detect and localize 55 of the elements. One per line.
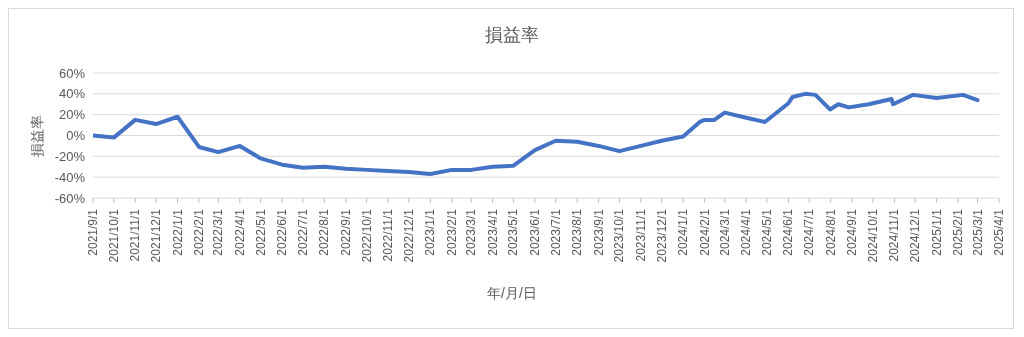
x-tick-label: 2024/12/1 [908, 208, 923, 263]
x-tick-label: 2023/2/1 [444, 208, 459, 256]
y-axis-title: 損益率 [28, 114, 45, 157]
y-tick-label: 0% [66, 128, 86, 144]
x-tick-label: 2025/4/1 [992, 208, 1006, 256]
y-tick-label: 40% [58, 86, 86, 102]
x-tick-label: 2024/1/1 [676, 208, 691, 256]
line-series [93, 91, 980, 177]
x-tick-label: 2023/8/1 [570, 208, 585, 256]
x-tick-label: 2024/4/1 [739, 208, 754, 256]
x-tick-label: 2022/11/1 [381, 208, 396, 262]
y-tick-label: 60% [58, 65, 86, 81]
x-tick-label: 2023/3/1 [464, 208, 479, 256]
x-tick-label: 2024/11/1 [887, 208, 902, 262]
x-tick-label: 2023/11/1 [633, 208, 648, 262]
x-tick-label: 2022/4/1 [232, 208, 247, 256]
x-tick-label: 2022/6/1 [275, 208, 290, 256]
x-tick-label: 2025/2/1 [951, 208, 966, 256]
x-tick-label: 2023/5/1 [506, 208, 521, 256]
x-tick-label: 2024/10/1 [865, 208, 880, 263]
x-tick-label: 2022/2/1 [191, 208, 206, 256]
x-tick-label: 2024/5/1 [759, 208, 774, 256]
x-tick-label: 2022/8/1 [317, 208, 332, 256]
x-tick-label: 2023/6/1 [527, 208, 542, 256]
x-tick-label: 2021/11/1 [128, 208, 143, 262]
x-tick-label: 2023/10/1 [612, 208, 627, 263]
x-tick-label: 2025/1/1 [929, 208, 944, 256]
x-tick-label: 2022/12/1 [401, 208, 416, 263]
x-tick-label: 2023/9/1 [591, 208, 606, 256]
x-tick-label: 2025/3/1 [970, 208, 985, 256]
x-tick-label: 2024/2/1 [697, 208, 712, 256]
x-tick-label: 2024/9/1 [845, 208, 860, 256]
x-tick-label: 2022/10/1 [359, 208, 374, 263]
x-tick-label: 2023/1/1 [423, 208, 438, 256]
x-tick-label: 2021/10/1 [106, 208, 121, 263]
x-tick-label: 2024/7/1 [802, 208, 817, 256]
x-tick-label: 2021/12/1 [149, 208, 164, 263]
x-tick-label: 2024/6/1 [781, 208, 796, 256]
y-tick-label: -40% [54, 169, 86, 185]
x-tick-label: 2022/9/1 [338, 208, 353, 256]
y-tick-label: -20% [54, 148, 86, 164]
x-tick-label: 2021/9/1 [86, 208, 100, 256]
x-tick-label: 2023/7/1 [548, 208, 563, 256]
x-tick-label: 2024/3/1 [717, 208, 732, 256]
y-tick-label: 20% [58, 107, 86, 123]
x-tick-label: 2022/3/1 [211, 208, 226, 256]
x-tick-label: 2023/4/1 [485, 208, 500, 256]
x-tick-label: 2022/1/1 [170, 208, 185, 256]
x-axis-title: 年/月/日 [486, 285, 538, 303]
chart-title: 損益率 [484, 24, 540, 47]
x-tick-label: 2022/5/1 [253, 208, 268, 256]
x-tick-label: 2023/12/1 [654, 208, 669, 263]
x-tick-label: 2024/8/1 [823, 208, 838, 256]
x-tick-label: 2022/7/1 [295, 208, 310, 256]
y-tick-label: -60% [54, 190, 86, 206]
